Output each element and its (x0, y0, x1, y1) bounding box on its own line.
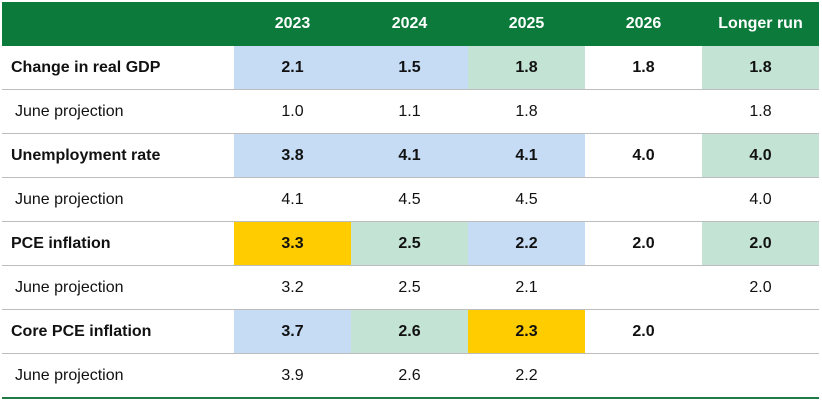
value-cell-2025: 2.2 (468, 221, 585, 266)
value-cell-2026 (585, 89, 702, 134)
row-label: June projection (2, 89, 234, 134)
value-cell-longer-run: 4.0 (702, 133, 819, 178)
projections-table: 2023 2024 2025 2026 Longer run Change in… (2, 2, 819, 399)
value-cell-2023: 3.3 (234, 221, 351, 266)
value-cell-2024: 1.1 (351, 89, 468, 134)
value-cell-2024: 2.6 (351, 309, 468, 354)
header-row: 2023 2024 2025 2026 Longer run (2, 2, 819, 46)
value-cell-2026 (585, 265, 702, 310)
value-cell-longer-run: 1.8 (702, 46, 819, 90)
row-label: June projection (2, 353, 234, 399)
value-cell-2025: 1.8 (468, 46, 585, 90)
value-cell-longer-run: 4.0 (702, 177, 819, 222)
value-cell-2023: 3.8 (234, 133, 351, 178)
table-row: Unemployment rate 3.8 4.1 4.1 4.0 4.0 (2, 133, 819, 178)
value-cell-2023: 1.0 (234, 89, 351, 134)
value-cell-2024: 2.5 (351, 265, 468, 310)
table-row: Change in real GDP 2.1 1.5 1.8 1.8 1.8 (2, 46, 819, 90)
header-cell-2024: 2024 (351, 2, 468, 46)
value-cell-2025: 2.3 (468, 309, 585, 354)
value-cell-2024: 4.5 (351, 177, 468, 222)
value-cell-2024: 2.5 (351, 221, 468, 266)
table-row: June projection 4.1 4.5 4.5 4.0 (2, 177, 819, 222)
value-cell-longer-run: 2.0 (702, 221, 819, 266)
table-row: PCE inflation 3.3 2.5 2.2 2.0 2.0 (2, 221, 819, 266)
value-cell-2024: 4.1 (351, 133, 468, 178)
header-cell-2026: 2026 (585, 2, 702, 46)
value-cell-2023: 3.2 (234, 265, 351, 310)
value-cell-2026: 4.0 (585, 133, 702, 178)
value-cell-longer-run: 2.0 (702, 265, 819, 310)
row-label: June projection (2, 177, 234, 222)
table-row: June projection 1.0 1.1 1.8 1.8 (2, 89, 819, 134)
value-cell-longer-run (702, 353, 819, 399)
value-cell-2023: 4.1 (234, 177, 351, 222)
row-label: Change in real GDP (2, 46, 234, 90)
value-cell-2026: 1.8 (585, 46, 702, 90)
table-row: June projection 3.2 2.5 2.1 2.0 (2, 265, 819, 310)
value-cell-2023: 3.7 (234, 309, 351, 354)
value-cell-longer-run (702, 309, 819, 354)
header-cell-2025: 2025 (468, 2, 585, 46)
table-row: June projection 3.9 2.6 2.2 (2, 353, 819, 399)
header-cell-longer-run: Longer run (702, 2, 819, 46)
value-cell-2026: 2.0 (585, 221, 702, 266)
row-label: Unemployment rate (2, 133, 234, 178)
value-cell-longer-run: 1.8 (702, 89, 819, 134)
table-row: Core PCE inflation 3.7 2.6 2.3 2.0 (2, 309, 819, 354)
value-cell-2025: 4.5 (468, 177, 585, 222)
row-label: Core PCE inflation (2, 309, 234, 354)
value-cell-2023: 2.1 (234, 46, 351, 90)
value-cell-2025: 4.1 (468, 133, 585, 178)
row-label: PCE inflation (2, 221, 234, 266)
value-cell-2026 (585, 353, 702, 399)
row-label: June projection (2, 265, 234, 310)
value-cell-2025: 2.2 (468, 353, 585, 399)
value-cell-2023: 3.9 (234, 353, 351, 399)
value-cell-2024: 1.5 (351, 46, 468, 90)
table-body: Change in real GDP 2.1 1.5 1.8 1.8 1.8 June pr… (2, 46, 819, 399)
value-cell-2024: 2.6 (351, 353, 468, 399)
header-cell-2023: 2023 (234, 2, 351, 46)
value-cell-2026 (585, 177, 702, 222)
header-cell-label (2, 2, 234, 46)
value-cell-2025: 2.1 (468, 265, 585, 310)
value-cell-2025: 1.8 (468, 89, 585, 134)
value-cell-2026: 2.0 (585, 309, 702, 354)
